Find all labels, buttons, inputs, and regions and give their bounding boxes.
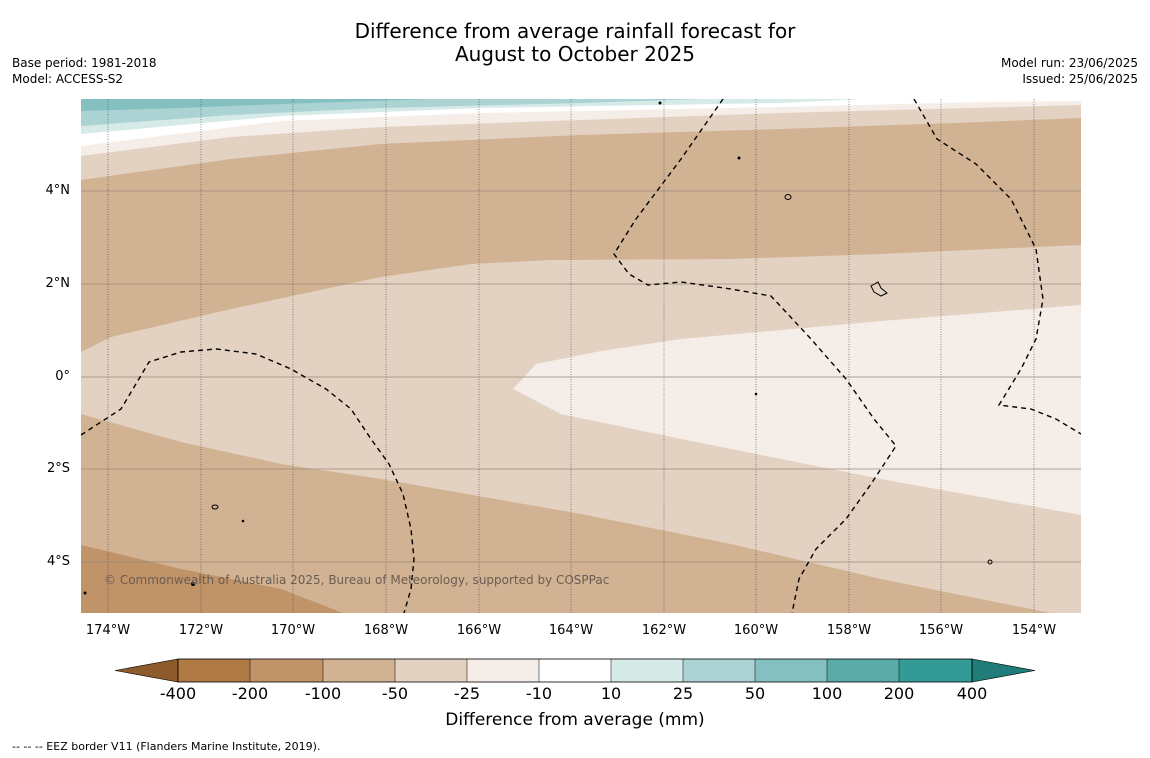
lon-label-154w: 154°W	[1011, 623, 1057, 638]
model-run-label: Model run: 23/06/2025	[1000, 56, 1138, 70]
band-minus-25	[513, 305, 1081, 515]
eez-borders	[81, 99, 1081, 613]
copyright-text: © Commonwealth of Australia 2025, Bureau…	[104, 573, 610, 587]
colorbar-tick-3: -100	[304, 684, 342, 703]
colorbar-cell-9	[755, 659, 827, 682]
colorbar-cell-8	[683, 659, 755, 682]
lat-label-4n: 4°N	[45, 183, 71, 198]
lon-label-172w: 172°W	[178, 623, 224, 638]
colorbar-cell-5	[467, 659, 539, 682]
colorbar-tick-10: 100	[811, 684, 843, 703]
colorbar-tick-5: -25	[453, 684, 481, 703]
colorbar-arrow-high	[971, 658, 1036, 683]
lon-label-162w: 162°W	[641, 623, 687, 638]
lon-label-174w: 174°W	[85, 623, 131, 638]
colorbar-tick-11: 200	[883, 684, 915, 703]
colorbar-cell-1	[178, 659, 250, 682]
meta-left: Base period: 1981-2018 Model: ACCESS-S2	[12, 55, 157, 87]
latitude-gridlines	[81, 190, 1081, 563]
lat-label-0: 0°	[55, 369, 70, 384]
longitude-gridlines	[107, 99, 1035, 613]
map-title-line1: Difference from average rainfall forecas…	[354, 19, 796, 43]
colorbar-tick-4: -50	[381, 684, 409, 703]
lon-label-170w: 170°W	[270, 623, 316, 638]
lon-label-168w: 168°W	[363, 623, 409, 638]
rainfall-map	[81, 99, 1081, 613]
lat-label-4s: 4°S	[46, 554, 70, 569]
lat-label-2s: 2°S	[46, 461, 70, 476]
colorbar-title: Difference from average (mm)	[445, 710, 705, 730]
lon-label-160w: 160°W	[733, 623, 779, 638]
lon-label-156w: 156°W	[918, 623, 964, 638]
colorbar-cell-6	[539, 659, 611, 682]
colorbar-tick-2: -200	[231, 684, 269, 703]
colorbar-tick-12: 400	[956, 684, 988, 703]
colorbar-cell-3	[323, 659, 395, 682]
lat-label-2n: 2°N	[45, 276, 71, 291]
lon-label-166w: 166°W	[456, 623, 502, 638]
colorbar-cell-4	[395, 659, 467, 682]
colorbar-tick-8: 25	[672, 684, 694, 703]
band-top-plus-50	[81, 99, 431, 111]
colorbar-cell-2	[250, 659, 323, 682]
colorbar-arrow-low	[114, 658, 179, 683]
issued-label: Issued: 25/06/2025	[1022, 72, 1138, 86]
colorbar-tick-6: -10	[525, 684, 553, 703]
base-period-label: Base period: 1981-2018	[12, 56, 157, 70]
lon-label-164w: 164°W	[548, 623, 594, 638]
lon-label-158w: 158°W	[826, 623, 872, 638]
colorbar-cell-7	[611, 659, 683, 682]
colorbar-tick-1: -400	[159, 684, 197, 703]
model-label: Model: ACCESS-S2	[12, 72, 124, 86]
island-outlines	[83, 101, 993, 595]
footer-eez-note: -- -- -- EEZ border V11 (Flanders Marine…	[12, 740, 321, 753]
colorbar-cell-11	[899, 659, 972, 682]
colorbar-tick-9: 50	[744, 684, 766, 703]
map-title-line2: August to October 2025	[454, 42, 696, 66]
meta-right: Model run: 23/06/2025 Issued: 25/06/2025	[1001, 55, 1138, 87]
colorbar-tick-7: 10	[600, 684, 622, 703]
colorbar	[114, 658, 1036, 683]
colorbar-cell-10	[827, 659, 899, 682]
